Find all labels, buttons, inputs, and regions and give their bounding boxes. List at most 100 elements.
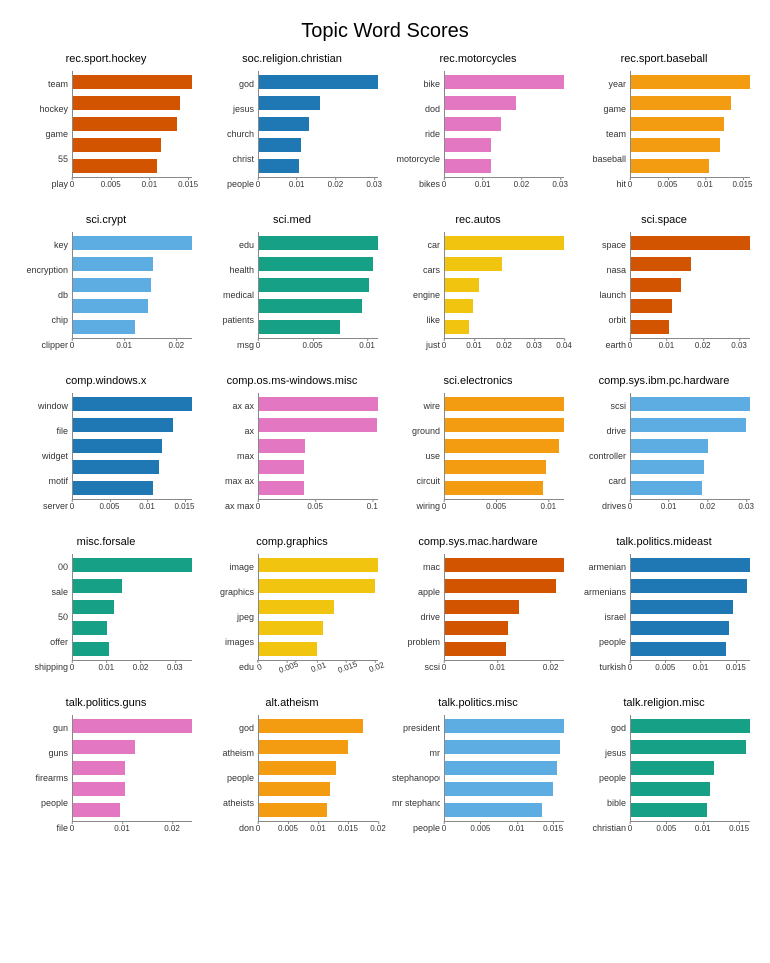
bar-label: ground bbox=[392, 423, 440, 439]
x-tick: 0.01 bbox=[466, 341, 482, 350]
bar bbox=[631, 600, 733, 614]
bar-label: orbit bbox=[578, 312, 626, 328]
panel-title: talk.religion.misc bbox=[578, 697, 750, 709]
bars bbox=[630, 232, 750, 339]
bar bbox=[259, 96, 320, 110]
x-tick: 0.02 bbox=[496, 341, 512, 350]
bar bbox=[445, 719, 564, 733]
x-axis: 00.010.020.03 bbox=[630, 500, 750, 518]
x-tick: 0.01 bbox=[541, 502, 557, 511]
bar-label: medical bbox=[206, 287, 254, 303]
bar-label: firearms bbox=[20, 770, 68, 786]
bar bbox=[73, 75, 192, 89]
panel-title: rec.autos bbox=[392, 214, 564, 226]
bar bbox=[445, 579, 556, 593]
bar-label: armenians bbox=[578, 584, 626, 600]
chart-grid: rec.sport.hockeyteamhockeygame55play00.0… bbox=[20, 53, 750, 840]
bar-label: people bbox=[578, 770, 626, 786]
bar-label: president bbox=[392, 720, 440, 736]
x-tick: 0 bbox=[70, 663, 74, 672]
bar bbox=[631, 278, 681, 292]
bar-label: card bbox=[578, 473, 626, 489]
x-tick: 0 bbox=[442, 341, 446, 350]
x-tick: 0.005 bbox=[657, 180, 677, 189]
bars-area: 00.010.020.03 bbox=[630, 232, 750, 357]
x-tick: 0 bbox=[256, 824, 260, 833]
bar-label: max ax bbox=[206, 473, 254, 489]
bar-label: encryption bbox=[20, 262, 68, 278]
x-tick: 0.04 bbox=[556, 341, 572, 350]
x-tick: 0.1 bbox=[367, 502, 378, 511]
panel-title: misc.forsale bbox=[20, 536, 192, 548]
bar bbox=[73, 782, 125, 796]
x-tick: 0.02 bbox=[370, 824, 386, 833]
bar bbox=[631, 439, 708, 453]
chart-panel: soc.religion.christiangodjesuschurchchri… bbox=[206, 53, 378, 196]
bar-label: hockey bbox=[20, 101, 68, 117]
bar bbox=[445, 299, 473, 313]
bar-label: engine bbox=[392, 287, 440, 303]
x-tick: 0.01 bbox=[490, 663, 506, 672]
y-labels: macappledriveproblemscsi bbox=[392, 554, 444, 679]
bar-label: graphics bbox=[206, 584, 254, 600]
bar bbox=[259, 558, 378, 572]
bar bbox=[73, 278, 151, 292]
bars bbox=[630, 393, 750, 500]
bar bbox=[631, 159, 709, 173]
bar-label: problem bbox=[392, 634, 440, 650]
panel-title: rec.motorcycles bbox=[392, 53, 564, 65]
bar bbox=[73, 740, 135, 754]
bar bbox=[259, 138, 301, 152]
bar-chart: godjesuspeoplebiblechristian00.0050.010.… bbox=[578, 715, 750, 840]
bars-area: 00.0050.010.015 bbox=[630, 554, 750, 679]
bar bbox=[73, 803, 120, 817]
panel-title: comp.graphics bbox=[206, 536, 378, 548]
bar-label: atheists bbox=[206, 795, 254, 811]
bar bbox=[445, 439, 559, 453]
chart-panel: comp.graphicsimagegraphicsjpegimagesedu0… bbox=[206, 536, 378, 679]
bar-label: turkish bbox=[578, 659, 626, 675]
bar-label: images bbox=[206, 634, 254, 650]
bar-label: game bbox=[578, 101, 626, 117]
bar bbox=[73, 257, 153, 271]
bar bbox=[631, 621, 729, 635]
bar-label: drives bbox=[578, 498, 626, 514]
bar-label: db bbox=[20, 287, 68, 303]
bar bbox=[259, 481, 304, 495]
bar-label: people bbox=[578, 634, 626, 650]
bar bbox=[445, 75, 564, 89]
bars bbox=[72, 715, 192, 822]
chart-panel: comp.os.ms-windows.miscax axaxmaxmax axa… bbox=[206, 375, 378, 518]
y-labels: eduhealthmedicalpatientsmsg bbox=[206, 232, 258, 357]
bar-label: window bbox=[20, 398, 68, 414]
panel-title: comp.windows.x bbox=[20, 375, 192, 387]
bar bbox=[73, 719, 192, 733]
chart-panel: comp.sys.mac.hardwaremacappledriveproble… bbox=[392, 536, 564, 679]
bars-area: 00.0050.010.015 bbox=[630, 715, 750, 840]
bars-area: 00.010.02 bbox=[72, 715, 192, 840]
bar-chart: teamhockeygame55play00.0050.010.015 bbox=[20, 71, 192, 196]
bar bbox=[259, 236, 378, 250]
bar bbox=[73, 481, 153, 495]
bars bbox=[72, 554, 192, 661]
bar-label: shipping bbox=[20, 659, 68, 675]
x-axis: 00.0050.010.0150.02 bbox=[258, 822, 378, 840]
bar-label: edu bbox=[206, 659, 254, 675]
x-tick: 0.015 bbox=[543, 824, 563, 833]
bar bbox=[445, 621, 508, 635]
bar-label: god bbox=[206, 76, 254, 92]
x-tick: 0.005 bbox=[278, 660, 300, 675]
bar-label: gun bbox=[20, 720, 68, 736]
bar bbox=[73, 558, 192, 572]
panel-title: comp.sys.ibm.pc.hardware bbox=[578, 375, 750, 387]
panel-title: rec.sport.baseball bbox=[578, 53, 750, 65]
bar-label: mr stephanopoulos bbox=[392, 795, 440, 811]
bar-label: earth bbox=[578, 337, 626, 353]
bar-label: team bbox=[20, 76, 68, 92]
bar bbox=[631, 236, 750, 250]
panel-title: talk.politics.mideast bbox=[578, 536, 750, 548]
bars-area: 00.0050.010.0150.02 bbox=[258, 715, 378, 840]
bar-label: 50 bbox=[20, 609, 68, 625]
x-axis: 00.010.020.03 bbox=[72, 661, 192, 679]
y-labels: scsidrivecontrollercarddrives bbox=[578, 393, 630, 518]
